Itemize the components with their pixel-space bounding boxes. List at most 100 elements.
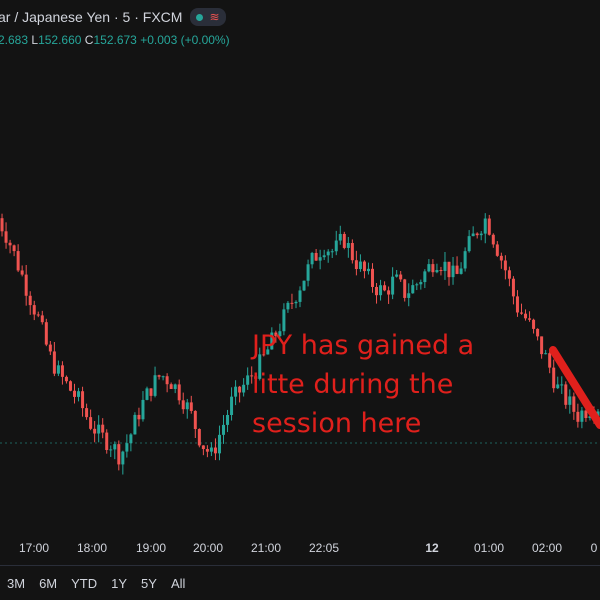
candle-body xyxy=(145,388,149,400)
time-axis-label: 22:05 xyxy=(309,541,339,555)
candle-body xyxy=(234,386,238,397)
candle-body xyxy=(399,274,403,280)
candle-body xyxy=(81,391,85,409)
candle-body xyxy=(528,318,532,320)
candle-body xyxy=(270,332,274,350)
candle-body xyxy=(209,447,213,452)
candle-body xyxy=(149,388,153,396)
candle-body xyxy=(197,429,201,446)
range-6m-button[interactable]: 6M xyxy=(39,576,58,591)
candle-body xyxy=(447,261,451,278)
candle-body xyxy=(254,376,258,379)
candle-body xyxy=(177,384,181,401)
candle-body xyxy=(121,451,125,465)
candle-body xyxy=(8,242,12,246)
candle-body xyxy=(48,344,52,352)
candle-body xyxy=(213,447,217,454)
candle-body xyxy=(24,274,28,296)
candle-body xyxy=(560,384,564,386)
candle-body xyxy=(282,309,286,332)
candle-body xyxy=(487,218,491,235)
close-value: 152.673 xyxy=(93,33,137,47)
candle-body xyxy=(290,302,294,304)
range-3m-button[interactable]: 3M xyxy=(7,576,26,591)
candle-body xyxy=(499,255,503,261)
close-label: C xyxy=(84,33,94,47)
candle-body xyxy=(471,233,475,237)
candle-body xyxy=(201,445,205,450)
candle-body xyxy=(226,415,230,425)
candle-body xyxy=(379,285,383,296)
candle-body xyxy=(73,390,77,397)
candle-body xyxy=(411,285,415,294)
candle-body xyxy=(189,402,193,411)
candle-body xyxy=(165,376,169,385)
candle-body xyxy=(479,233,483,236)
range-1y-button[interactable]: 1Y xyxy=(111,576,128,591)
low-label: L xyxy=(31,33,39,47)
candle-body xyxy=(536,328,540,337)
range-ytd-button[interactable]: YTD xyxy=(71,576,98,591)
candle-body xyxy=(294,301,298,304)
candle-body xyxy=(242,384,246,393)
candle-body xyxy=(403,279,407,298)
candle-body xyxy=(20,270,24,275)
candle-body xyxy=(572,396,576,412)
time-axis: 17:00 18:00 19:00 20:00 21:00 22:05 12 01:00 02:… xyxy=(19,541,598,555)
candle-body xyxy=(101,424,105,433)
candle-body xyxy=(362,261,366,272)
candle-body xyxy=(435,270,439,273)
time-axis-label: 12 xyxy=(425,541,439,555)
candle-body xyxy=(519,312,523,314)
candle-body xyxy=(12,245,16,252)
candle-body xyxy=(310,252,314,265)
candle-body xyxy=(383,285,387,291)
candle-body xyxy=(491,234,495,245)
candle-body xyxy=(370,268,374,287)
candle-body xyxy=(326,251,330,256)
range-5y-button[interactable]: 5Y xyxy=(141,576,157,591)
candle-body xyxy=(503,260,507,271)
candle-body xyxy=(548,353,552,368)
candle-body xyxy=(85,408,89,418)
time-axis-label: 19:00 xyxy=(136,541,166,555)
candle-body xyxy=(318,257,322,261)
candle-body xyxy=(532,319,536,329)
candle-body xyxy=(431,264,435,273)
candle-body xyxy=(463,251,467,269)
time-axis-label: 18:00 xyxy=(77,541,107,555)
candle-body xyxy=(44,322,48,345)
candle-body xyxy=(387,290,391,295)
candle-body xyxy=(314,252,318,261)
candle-body xyxy=(556,384,560,389)
open-value: 2.683 xyxy=(0,33,29,47)
candle-body xyxy=(451,265,455,278)
candle-body xyxy=(286,302,290,310)
candle-body xyxy=(97,424,101,434)
candle-body xyxy=(588,416,592,419)
change-value: +0.003 (+0.00%) xyxy=(140,33,230,47)
candle-body xyxy=(4,231,8,243)
status-pill[interactable]: ≋ xyxy=(190,8,226,26)
candle-body xyxy=(217,434,221,454)
range-all-button[interactable]: All xyxy=(170,576,186,591)
candle-body xyxy=(93,428,97,434)
candle-body xyxy=(36,314,40,316)
time-axis-label: 17:00 xyxy=(19,541,49,555)
time-axis-label: 0 xyxy=(591,541,598,555)
candle-body xyxy=(354,260,358,270)
candle-body xyxy=(169,384,173,389)
candle-body xyxy=(137,414,141,420)
candle-body xyxy=(105,432,109,451)
candle-body xyxy=(395,274,399,277)
candle-body xyxy=(459,268,463,274)
candle-body xyxy=(515,296,519,313)
candle-body xyxy=(564,384,568,405)
candle-body xyxy=(455,265,459,274)
candle-body xyxy=(32,305,36,315)
candle-body xyxy=(0,218,4,232)
time-axis-label: 01:00 xyxy=(474,541,504,555)
candle-body xyxy=(153,375,157,396)
trend-arrow xyxy=(549,346,600,429)
